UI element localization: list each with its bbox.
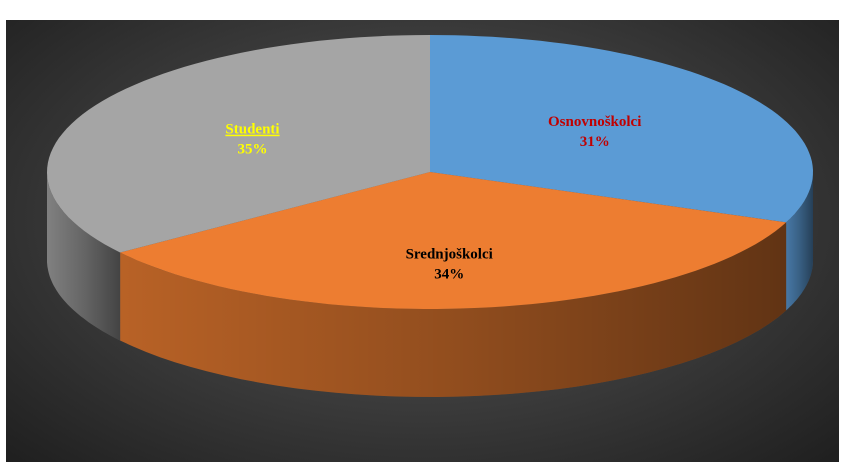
pie-slice-osnovnoskolci — [430, 35, 813, 223]
slice-label-srednjoskolci: Srednjoškolci — [406, 246, 493, 262]
cropped-caption-strip — [0, 0, 842, 16]
slice-value-studenti: 35% — [238, 142, 268, 158]
pie-side-shading — [47, 172, 121, 341]
slice-value-srednjoskolci: 34% — [434, 266, 464, 282]
pie-labels: Osnovnoškolci 31% Srednjoškolci 34% Studenti… — [225, 114, 641, 282]
slice-label-studenti: Studenti — [225, 122, 279, 138]
slice-value-osnovnoskolci: 31% — [580, 134, 610, 150]
chart-area: Osnovnoškolci 31% Srednjoškolci 34% Studenti… — [6, 20, 839, 462]
pie-slice-srednjoskolci — [120, 172, 787, 309]
pie-tops — [47, 35, 813, 309]
pie-side-shading — [786, 172, 813, 311]
slice-label-osnovnoskolci: Osnovnoškolci — [548, 114, 641, 130]
pie-chart: Osnovnoškolci 31% Srednjoškolci 34% Studenti… — [47, 35, 813, 397]
pie-sides — [47, 172, 813, 397]
pie-slice-studenti — [47, 35, 430, 253]
pie-side-shading — [120, 222, 787, 397]
